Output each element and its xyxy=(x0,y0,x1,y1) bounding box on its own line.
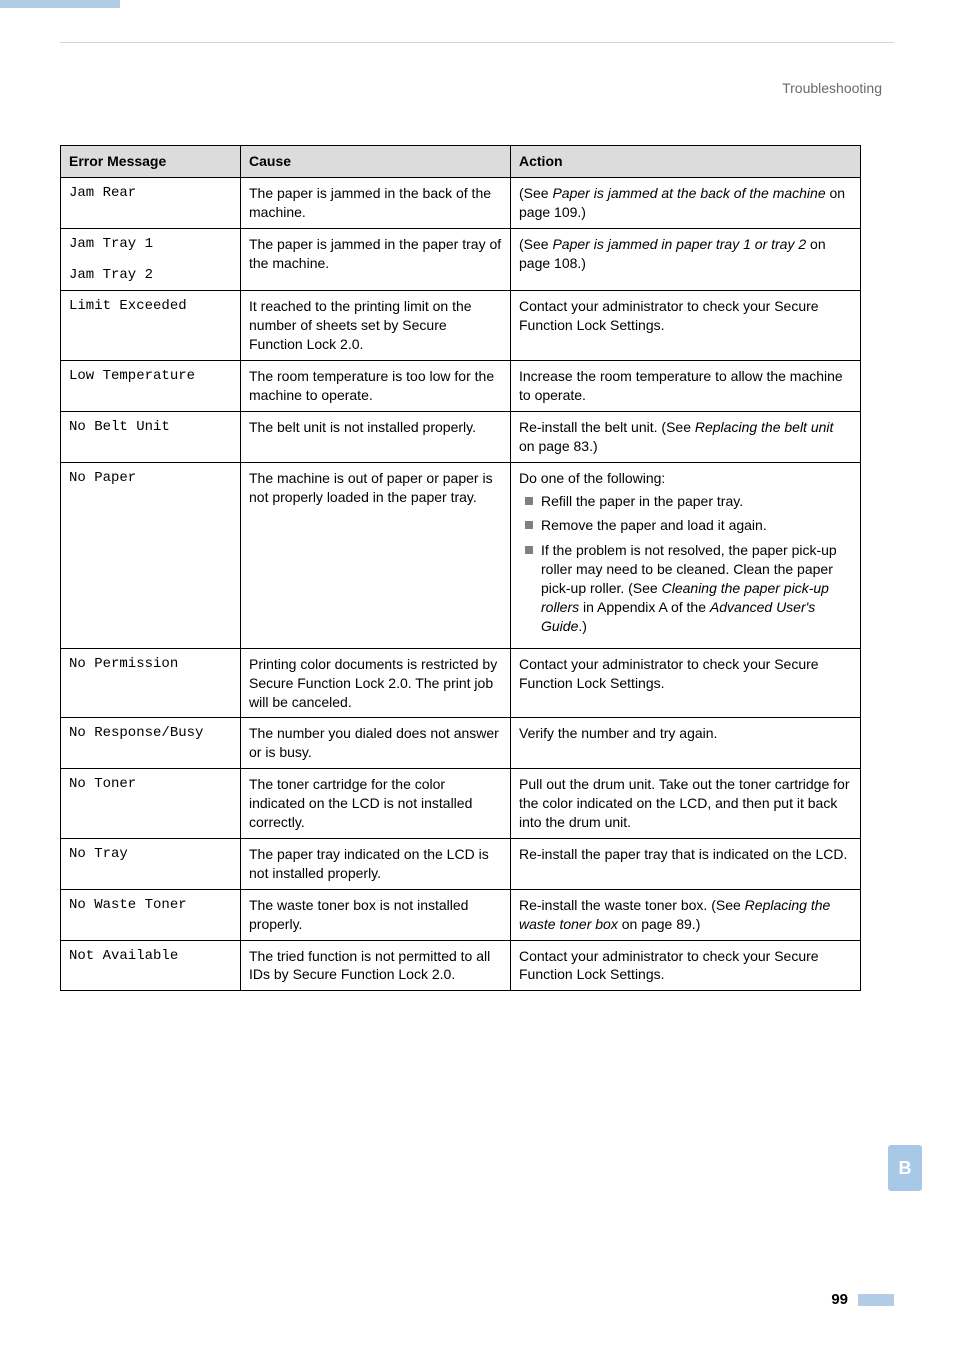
action-ref: Replacing the belt unit xyxy=(695,419,834,435)
header-error-message: Error Message xyxy=(61,146,241,178)
action-cell: Re-install the waste toner box. (See Rep… xyxy=(511,889,861,940)
action-text: Re-install the belt unit. (See xyxy=(519,419,695,435)
action-text: Re-install the waste toner box. (See xyxy=(519,897,745,913)
table-row: No Belt Unit The belt unit is not instal… xyxy=(61,411,861,462)
main-content: Error Message Cause Action Jam Rear The … xyxy=(60,145,860,991)
cause-cell: Printing color documents is restricted b… xyxy=(241,648,511,718)
action-cell: Re-install the paper tray that is indica… xyxy=(511,838,861,889)
action-cell: Do one of the following: Refill the pape… xyxy=(511,462,861,648)
cause-cell: The machine is out of paper or paper is … xyxy=(241,462,511,648)
cause-cell: The tried function is not permitted to a… xyxy=(241,940,511,991)
cause-cell: It reached to the printing limit on the … xyxy=(241,291,511,361)
action-cell: Contact your administrator to check your… xyxy=(511,648,861,718)
action-cell: Contact your administrator to check your… xyxy=(511,940,861,991)
table-row: No Toner The toner cartridge for the col… xyxy=(61,769,861,839)
table-row: Limit Exceeded It reached to the printin… xyxy=(61,291,861,361)
error-msg: No Toner xyxy=(61,769,241,839)
list-item: Remove the paper and load it again. xyxy=(519,516,852,535)
appendix-tab[interactable]: B xyxy=(888,1145,922,1191)
cause-cell: The belt unit is not installed properly. xyxy=(241,411,511,462)
page-footer: 99 xyxy=(831,1291,894,1308)
cause-cell: The number you dialed does not answer or… xyxy=(241,718,511,769)
error-msg: No Belt Unit xyxy=(61,411,241,462)
list-item: If the problem is not resolved, the pape… xyxy=(519,541,852,635)
table-row: No Waste Toner The waste toner box is no… xyxy=(61,889,861,940)
table-row: No Response/Busy The number you dialed d… xyxy=(61,718,861,769)
table-row: No Paper The machine is out of paper or … xyxy=(61,462,861,648)
page-number: 99 xyxy=(831,1291,848,1308)
header-action: Action xyxy=(511,146,861,178)
action-ref: Paper is jammed at the back of the machi… xyxy=(552,185,825,201)
action-cell: Pull out the drum unit. Take out the ton… xyxy=(511,769,861,839)
action-text: on page 89.) xyxy=(618,916,701,932)
error-msg: Low Temperature xyxy=(61,361,241,412)
error-msg: Jam Tray 2 xyxy=(61,260,241,291)
cause-cell: The paper tray indicated on the LCD is n… xyxy=(241,838,511,889)
table-row: No Tray The paper tray indicated on the … xyxy=(61,838,861,889)
action-text: (See xyxy=(519,185,552,201)
error-msg: No Permission xyxy=(61,648,241,718)
cause-cell: The room temperature is too low for the … xyxy=(241,361,511,412)
top-accent-bar xyxy=(0,0,120,8)
error-msg: No Paper xyxy=(61,462,241,648)
action-text: .) xyxy=(578,618,587,634)
action-bullet-list: Refill the paper in the paper tray. Remo… xyxy=(519,492,852,636)
list-item: Refill the paper in the paper tray. xyxy=(519,492,852,511)
table-row: Low Temperature The room temperature is … xyxy=(61,361,861,412)
header-section-label: Troubleshooting xyxy=(782,80,882,96)
cause-cell: The paper is jammed in the back of the m… xyxy=(241,177,511,228)
error-msg: Limit Exceeded xyxy=(61,291,241,361)
action-cell: Contact your administrator to check your… xyxy=(511,291,861,361)
action-text: (See xyxy=(519,236,552,252)
action-cell: (See Paper is jammed at the back of the … xyxy=(511,177,861,228)
action-ref: Paper is jammed in paper tray 1 or tray … xyxy=(552,236,806,252)
error-msg: Not Available xyxy=(61,940,241,991)
table-row: No Permission Printing color documents i… xyxy=(61,648,861,718)
header-cause: Cause xyxy=(241,146,511,178)
troubleshooting-table: Error Message Cause Action Jam Rear The … xyxy=(60,145,861,991)
appendix-tab-label: B xyxy=(899,1158,912,1179)
action-cell: Increase the room temperature to allow t… xyxy=(511,361,861,412)
cause-cell: The waste toner box is not installed pro… xyxy=(241,889,511,940)
table-header-row: Error Message Cause Action xyxy=(61,146,861,178)
action-text: in Appendix A of the xyxy=(579,599,710,615)
action-text: on page 83.) xyxy=(519,438,598,454)
top-divider-line xyxy=(60,42,894,43)
action-cell: Verify the number and try again. xyxy=(511,718,861,769)
action-intro: Do one of the following: xyxy=(519,469,852,488)
table-row: Jam Rear The paper is jammed in the back… xyxy=(61,177,861,228)
action-cell: (See Paper is jammed in paper tray 1 or … xyxy=(511,228,861,291)
cause-cell: The paper is jammed in the paper tray of… xyxy=(241,228,511,291)
cause-cell: The toner cartridge for the color indica… xyxy=(241,769,511,839)
footer-accent-bar xyxy=(858,1294,894,1306)
error-msg: No Response/Busy xyxy=(61,718,241,769)
error-msg: Jam Rear xyxy=(61,177,241,228)
table-row: Jam Tray 1 The paper is jammed in the pa… xyxy=(61,228,861,259)
error-msg: Jam Tray 1 xyxy=(61,228,241,259)
error-msg: No Tray xyxy=(61,838,241,889)
table-row: Not Available The tried function is not … xyxy=(61,940,861,991)
action-cell: Re-install the belt unit. (See Replacing… xyxy=(511,411,861,462)
error-msg: No Waste Toner xyxy=(61,889,241,940)
